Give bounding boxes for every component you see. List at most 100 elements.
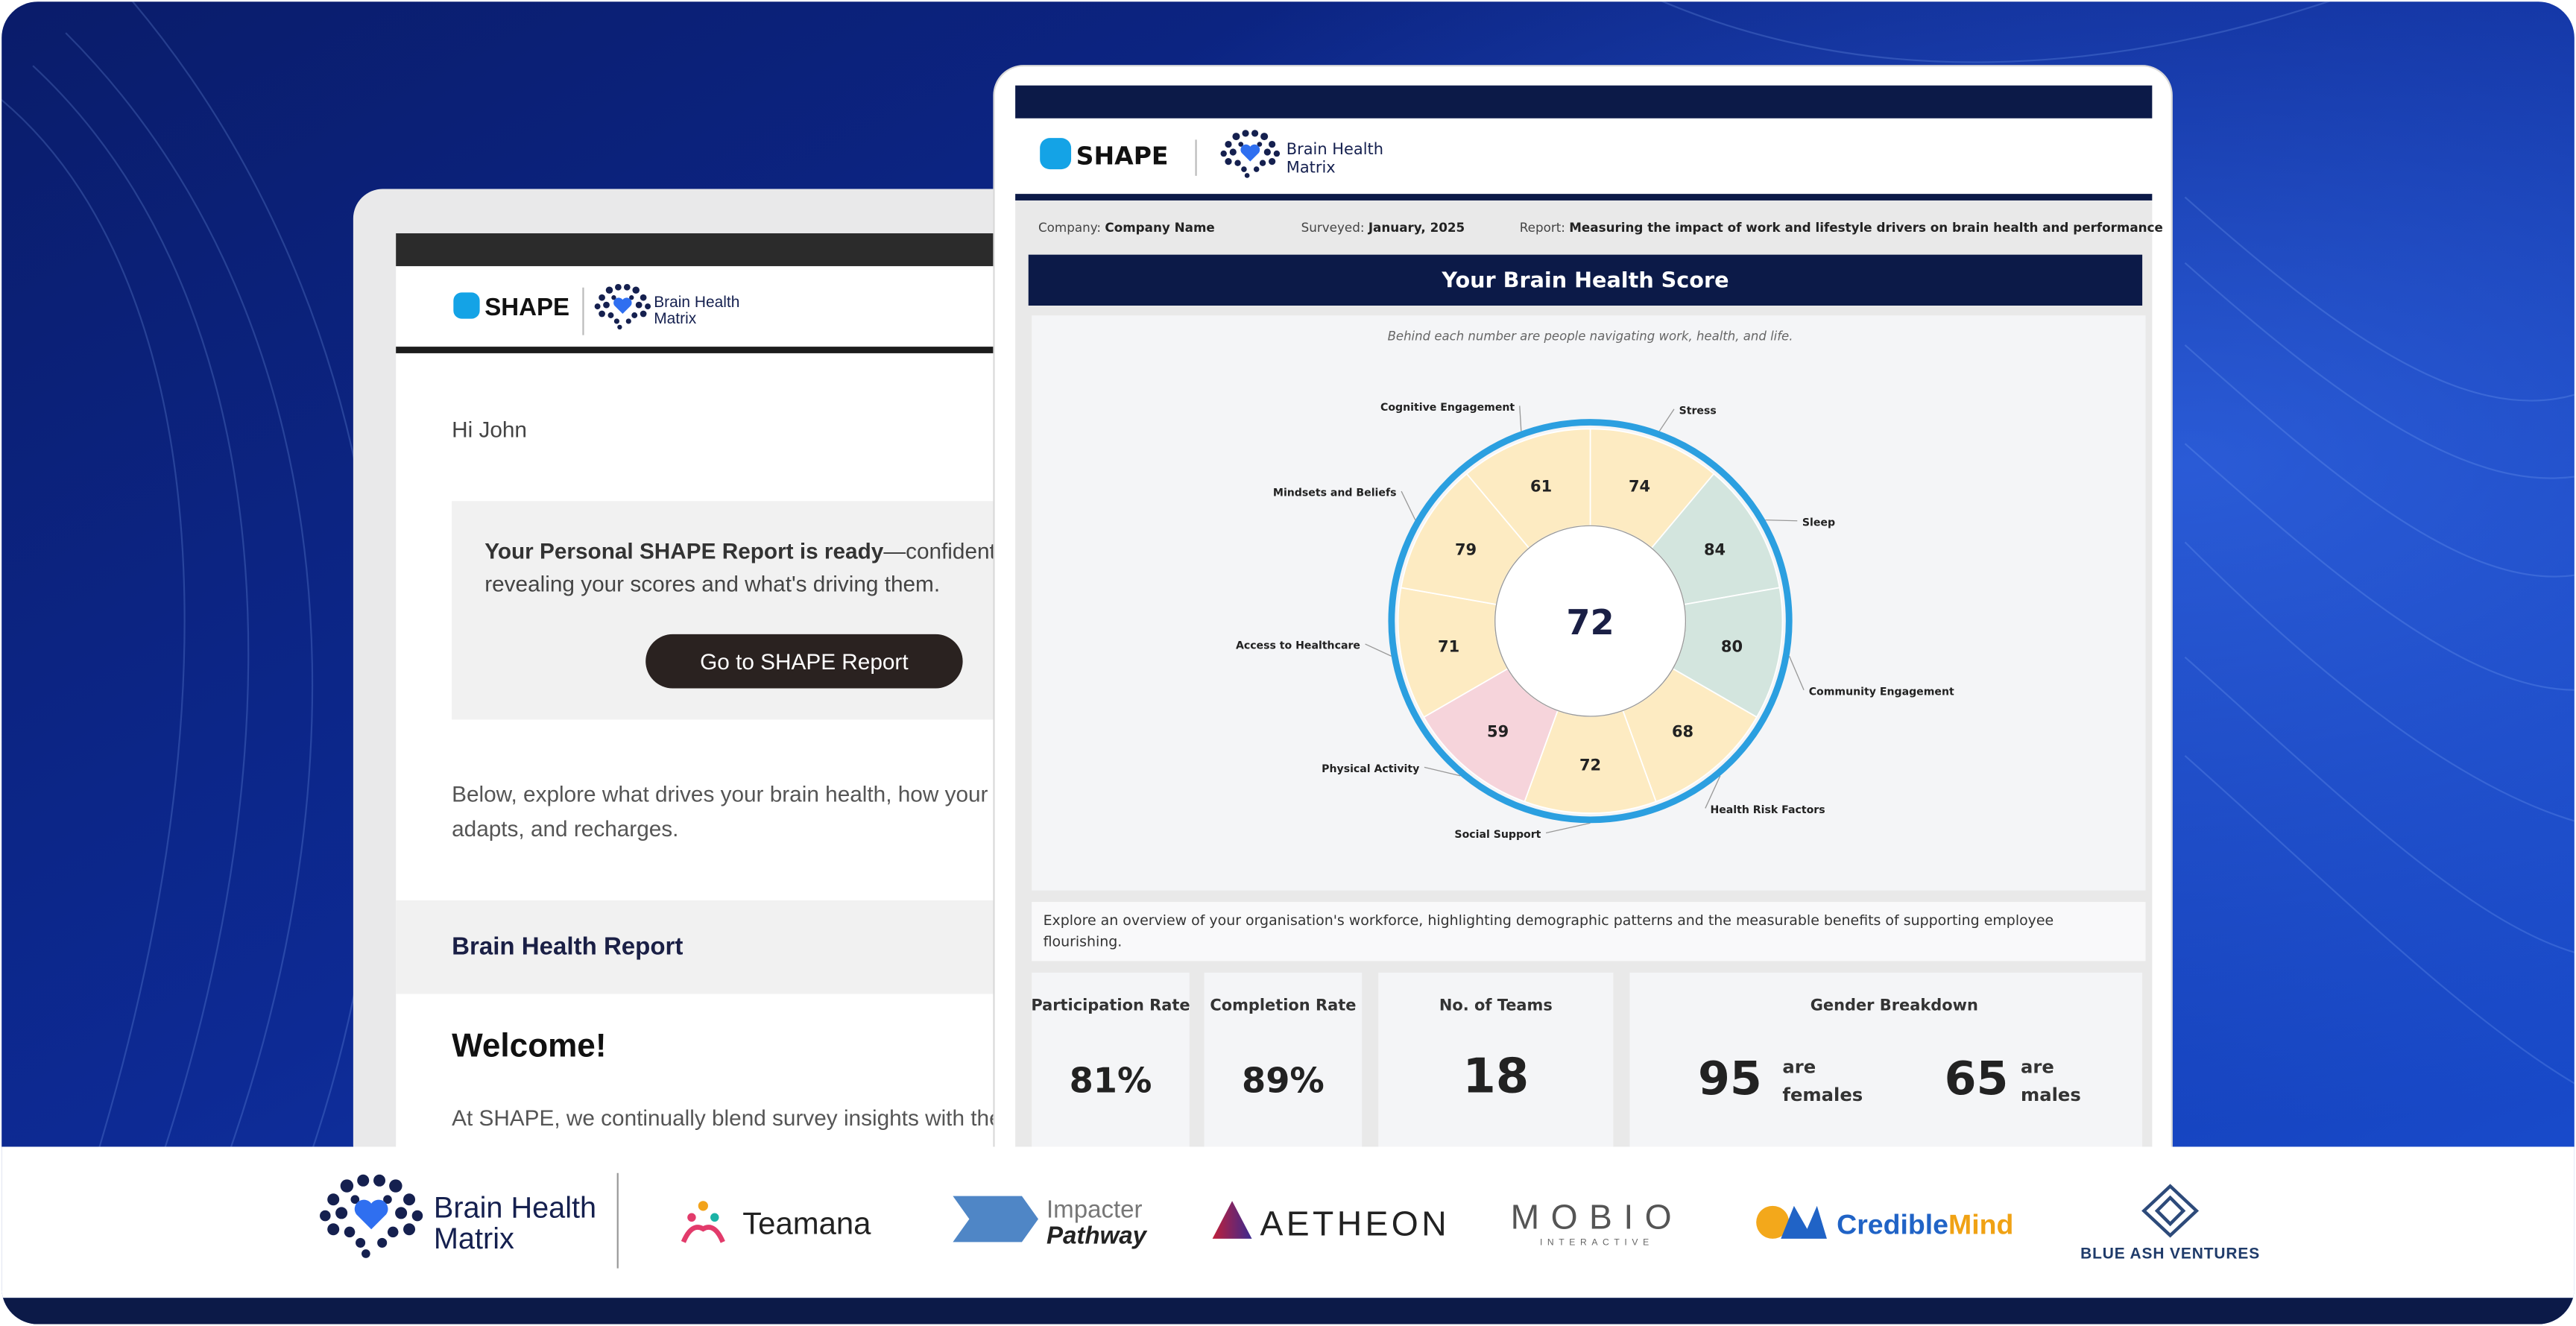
stat-card xyxy=(1378,972,1614,1170)
meta-report: Report: Measuring the impact of work and… xyxy=(1520,220,2163,235)
gender-count: 95 xyxy=(1698,1052,1762,1105)
meta-company: Company: Company Name xyxy=(1038,220,1215,235)
report-button[interactable] xyxy=(645,634,963,689)
segment-label: Health Risk Factors xyxy=(1710,804,1825,816)
score-subtitle: Behind each number are people navigating… xyxy=(1388,329,1793,343)
stat-card xyxy=(1204,972,1363,1170)
title-bar xyxy=(1028,254,2143,306)
segment-value: 80 xyxy=(1721,637,1743,655)
stat-value: 18 xyxy=(1462,1049,1529,1105)
score-wheel: 74 Stress 84 Sleep 80 Community Engagement 68 H… xyxy=(1236,402,1954,841)
partner-logo: INTERACTIVE xyxy=(1540,1237,1654,1248)
stat-cards: Participation Rate 81% Completion Rate 89% N… xyxy=(1031,972,1614,1170)
body-text: Below, explore what drives your brain he… xyxy=(452,783,1002,807)
segment-label: Cognitive Engagement xyxy=(1380,402,1515,414)
overview-panel xyxy=(1032,902,2146,962)
report-title: Your Brain Health Score xyxy=(1441,268,1729,293)
partner-logo: CredibleMind xyxy=(1837,1208,2013,1240)
report-header-rule xyxy=(1015,194,2153,201)
partner-logo: Impacter xyxy=(1046,1196,1143,1223)
bhm-logo-text: Brain Health xyxy=(654,294,739,311)
report-button-label[interactable]: Go to SHAPE Report xyxy=(700,650,909,675)
meta-value: January, 2025 xyxy=(1368,220,1465,235)
partner-logo: AETHEON xyxy=(1260,1205,1450,1243)
partner-logo: BLUE ASH VENTURES xyxy=(2080,1245,2260,1262)
stat-value: 89% xyxy=(1242,1061,1325,1101)
shape-logo-text: SHAPE xyxy=(1076,141,1169,170)
segment-label: Social Support xyxy=(1454,829,1541,841)
shape-logo-text: SHAPE xyxy=(484,294,569,321)
welcome-heading: Welcome! xyxy=(452,1027,606,1064)
leader-line xyxy=(1788,656,1805,691)
meta-value: Company Name xyxy=(1105,220,1214,235)
segment-value: 74 xyxy=(1629,478,1650,496)
callout-text: Your Personal SHAPE Report is ready—conf… xyxy=(484,539,1000,563)
leader-line xyxy=(1519,405,1522,432)
overview-text: Explore an overview of your organisation… xyxy=(1044,912,2054,929)
meta-surveyed: Surveyed: January, 2025 xyxy=(1301,220,1465,235)
gender-title: Gender Breakdown xyxy=(1811,997,1978,1014)
shape-icon xyxy=(453,292,480,319)
wheel-center xyxy=(1494,525,1687,717)
partner-logo: Brain Health xyxy=(434,1191,596,1224)
gender-caption: are xyxy=(2021,1055,2054,1077)
leader-line xyxy=(1365,643,1392,657)
leader-line xyxy=(1545,822,1591,834)
teamana-icon xyxy=(681,1201,725,1243)
overview-text: flourishing. xyxy=(1044,934,1123,950)
bhm-logo-text: Matrix xyxy=(1287,158,1336,176)
callout-rest: —confidenti xyxy=(883,539,1000,563)
stat-label: Participation Rate xyxy=(1031,997,1190,1014)
gender-caption: are xyxy=(1782,1055,1816,1077)
partner-band: Brain Health Matrix Teamana Impacter Pat… xyxy=(1,1146,2575,1325)
partner-logo-part: Credible xyxy=(1837,1208,1948,1240)
segment-value: 84 xyxy=(1704,540,1726,558)
body-text: adapts, and recharges. xyxy=(452,817,678,842)
stat-label: Completion Rate xyxy=(1210,997,1356,1014)
shape-icon xyxy=(1040,138,1072,170)
segment-value: 79 xyxy=(1455,540,1477,558)
aetheon-icon xyxy=(1212,1201,1252,1239)
stat-card xyxy=(1032,972,1190,1170)
segment-label: Access to Healthcare xyxy=(1236,640,1360,652)
leader-line xyxy=(1765,519,1798,522)
bottom-strip xyxy=(1,1298,2575,1325)
partner-logo: Teamana xyxy=(742,1205,871,1240)
gender-caption: females xyxy=(1782,1084,1863,1105)
segment-label: Community Engagement xyxy=(1809,686,1954,698)
segment-value: 68 xyxy=(1672,723,1693,741)
leader-line xyxy=(1705,775,1721,809)
report-card: SHAPE Brain Health Matrix Company: Compa… xyxy=(993,65,2173,1201)
impacter-icon xyxy=(953,1196,1038,1243)
callout-text: revealing your scores and what's driving… xyxy=(484,572,940,597)
segment-label: Mindsets and Beliefs xyxy=(1273,487,1397,499)
meta-label: Report: xyxy=(1520,220,1565,235)
meta-label: Company: xyxy=(1038,220,1101,235)
segment-value: 72 xyxy=(1579,757,1601,774)
blue-ash-icon xyxy=(2141,1184,2200,1238)
stat-value: 81% xyxy=(1070,1061,1152,1101)
leader-line xyxy=(1401,490,1416,520)
segment-label: Physical Activity xyxy=(1322,763,1419,775)
bhm-logo-text: Brain Health xyxy=(1287,140,1383,158)
body-text: At SHAPE, we continually blend survey in… xyxy=(452,1106,1002,1131)
crediblemind-icon xyxy=(1756,1205,1827,1239)
partner-logo: MOBIO xyxy=(1511,1198,1683,1237)
stat-label: No. of Teams xyxy=(1439,997,1553,1014)
section-title: Brain Health Report xyxy=(452,933,683,961)
greeting: Hi John xyxy=(452,417,527,442)
callout-bold: Your Personal SHAPE Report is ready xyxy=(484,539,884,563)
partner-logo: Matrix xyxy=(434,1222,514,1255)
meta-label: Surveyed: xyxy=(1301,220,1365,235)
segment-value: 61 xyxy=(1530,478,1552,496)
gender-card xyxy=(1629,972,2143,1170)
partner-logo: Pathway xyxy=(1046,1222,1148,1250)
gender-caption: males xyxy=(2021,1084,2081,1105)
wheel-ring xyxy=(1388,419,1793,824)
segment-value: 71 xyxy=(1438,637,1459,655)
report-top-bar xyxy=(1015,85,2153,119)
partner-strip xyxy=(1,1146,2575,1298)
